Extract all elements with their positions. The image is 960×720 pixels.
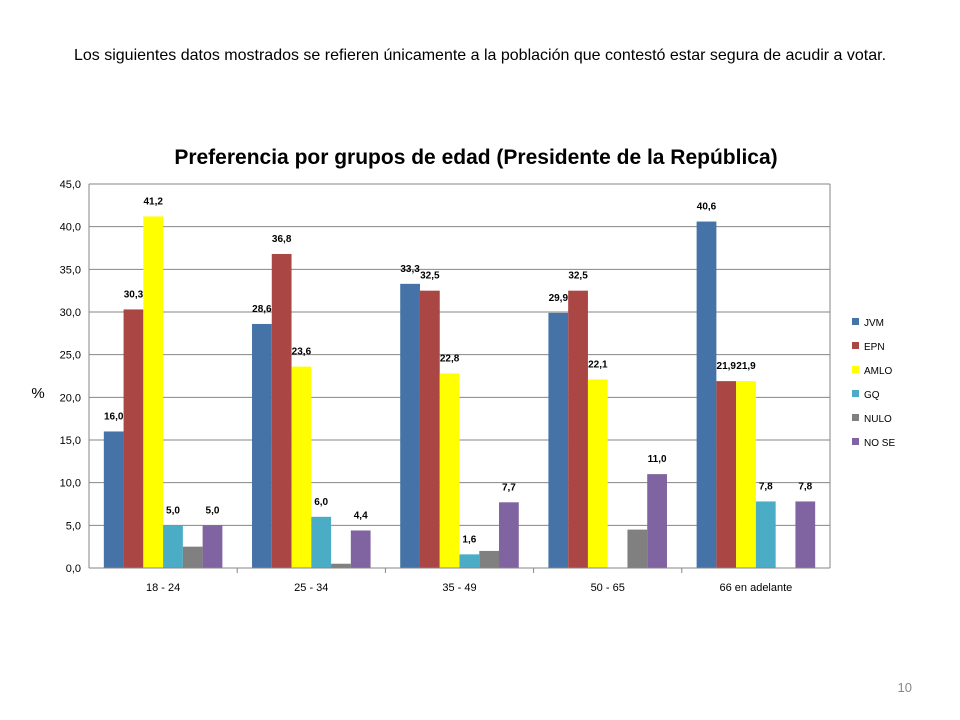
- y-axis-label: %: [31, 385, 44, 402]
- y-tick-label: 5,0: [66, 520, 81, 532]
- data-label: 23,6: [292, 347, 312, 358]
- bar-gq: [755, 501, 776, 568]
- bar-amlo: [291, 366, 312, 568]
- legend-label: NULO: [864, 414, 892, 425]
- legend-swatch: [852, 342, 859, 349]
- data-label: 29,9: [549, 293, 569, 304]
- bar-no-se: [795, 501, 816, 568]
- bar-no-se: [647, 474, 667, 568]
- y-tick-label: 25,0: [60, 350, 81, 362]
- y-tick-label: 40,0: [60, 222, 81, 234]
- bar-jvm: [696, 221, 717, 568]
- bar-nulo: [627, 529, 648, 568]
- data-labels: 16,0 30,3 41,2 5,0 5,0 28,6 36,8 23,6 6,0 4,4 33,3…: [104, 196, 813, 545]
- bar-no-se: [202, 525, 223, 568]
- intro-note: Los siguientes datos mostrados se refier…: [73, 47, 887, 64]
- data-label: 36,8: [272, 234, 292, 245]
- data-label: 7,8: [759, 481, 773, 492]
- data-label: 16,0: [104, 411, 124, 422]
- bar-amlo: [587, 379, 608, 568]
- legend-label: AMLO: [864, 366, 893, 377]
- bar-jvm: [548, 312, 569, 568]
- legend-label: NO SE: [864, 438, 895, 449]
- data-label: 5,0: [206, 505, 220, 516]
- legend-swatch: [852, 366, 859, 373]
- bar-epn: [716, 381, 737, 568]
- data-label: 30,3: [124, 289, 144, 300]
- data-label: 7,7: [502, 482, 516, 493]
- x-tick-label: 35 - 49: [442, 582, 476, 594]
- axes: 0,0 5,0 10,0 15,0 20,0 25,0 30,0 35,0 40,0 45,0 18…: [60, 179, 831, 594]
- x-tick-label: 25 - 34: [294, 582, 328, 594]
- data-label: 5,0: [166, 505, 180, 516]
- y-tick-label: 15,0: [60, 435, 81, 447]
- legend-swatch: [852, 318, 859, 325]
- data-label: 32,5: [420, 271, 440, 282]
- x-tick-label: 18 - 24: [146, 582, 180, 594]
- bar-amlo: [439, 373, 460, 568]
- data-label: 7,8: [798, 481, 812, 492]
- legend-swatch: [852, 414, 859, 421]
- data-label: 33,3: [400, 264, 420, 275]
- bars: [103, 216, 816, 568]
- data-label: 21,9: [736, 361, 756, 372]
- y-tick-label: 0,0: [66, 563, 81, 575]
- y-tick-label: 20,0: [60, 392, 81, 404]
- data-label: 4,4: [354, 510, 368, 521]
- data-label: 40,6: [697, 202, 717, 213]
- legend-swatch: [852, 438, 859, 445]
- bar-epn: [123, 309, 144, 568]
- y-tick-label: 45,0: [60, 179, 81, 191]
- chart-title: Preferencia por grupos de edad (Presiden…: [174, 146, 777, 169]
- slide-number: 10: [897, 680, 912, 695]
- data-label: 41,2: [143, 196, 163, 207]
- data-label: 32,5: [568, 271, 588, 282]
- data-label: 22,8: [440, 353, 460, 364]
- x-tick-label: 50 - 65: [591, 582, 625, 594]
- bar-jvm: [252, 323, 272, 568]
- legend-label: EPN: [864, 342, 885, 353]
- bar-epn: [271, 253, 292, 568]
- x-tick-label: 66 en adelante: [720, 582, 793, 594]
- legend: JVM EPN AMLO GQ NULO NO SE: [852, 318, 895, 449]
- bar-epn: [419, 290, 440, 568]
- bar-epn: [568, 290, 588, 568]
- legend-swatch: [852, 390, 859, 397]
- y-tick-label: 35,0: [60, 264, 81, 276]
- data-label: 1,6: [462, 534, 476, 545]
- data-label: 28,6: [252, 304, 272, 315]
- bar-gq: [311, 516, 332, 568]
- bar-gq: [163, 525, 183, 568]
- data-label: 22,1: [588, 359, 608, 370]
- bar-no-se: [350, 530, 371, 568]
- legend-label: GQ: [864, 390, 880, 401]
- bar-jvm: [103, 431, 124, 568]
- data-label: 6,0: [314, 497, 328, 508]
- data-label: 11,0: [648, 454, 667, 465]
- bar-nulo: [479, 550, 500, 568]
- data-label: 21,9: [717, 361, 737, 372]
- bar-amlo: [736, 381, 756, 568]
- legend-label: JVM: [864, 318, 884, 329]
- y-tick-label: 10,0: [60, 478, 81, 490]
- y-tick-label: 30,0: [60, 307, 81, 319]
- bar-jvm: [400, 283, 420, 568]
- bar-amlo: [143, 216, 164, 568]
- bar-gq: [459, 554, 480, 568]
- bar-nulo: [331, 563, 351, 568]
- bar-nulo: [182, 546, 203, 568]
- bar-no-se: [499, 502, 519, 568]
